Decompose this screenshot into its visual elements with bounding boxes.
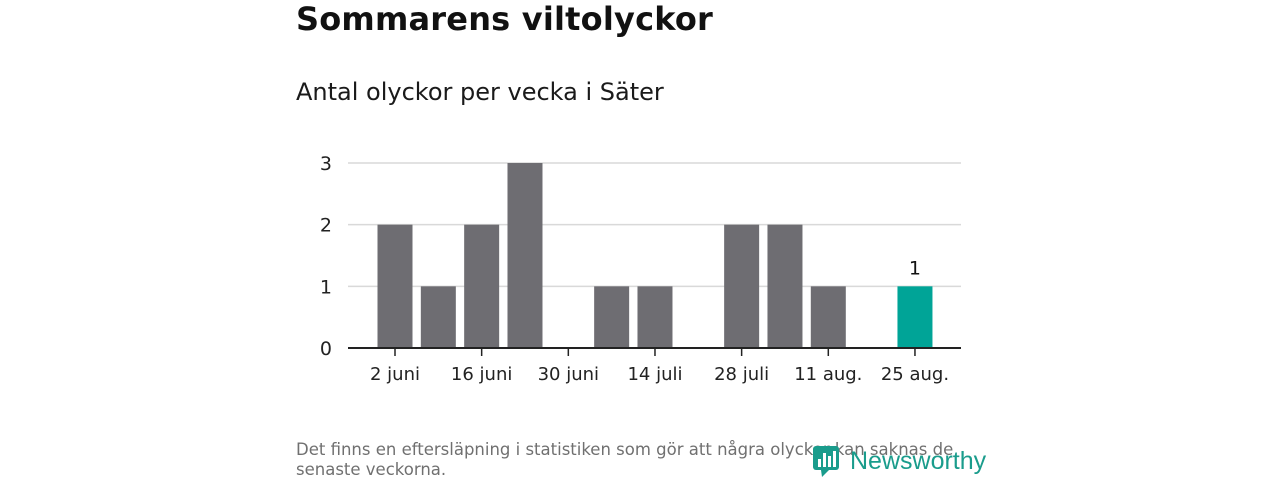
bar	[897, 286, 933, 348]
chart-subtitle: Antal olyckor per vecka i Säter	[296, 78, 664, 106]
bar	[420, 286, 456, 348]
newsworthy-logo-text: Newsworthy	[850, 446, 987, 475]
bar	[594, 286, 630, 348]
bar	[464, 224, 500, 348]
bar	[724, 224, 760, 348]
newsworthy-logo-icon	[813, 446, 839, 477]
bar-chart: 0 1 2 3 1 2 juni 16 juni 30 juni 14 juli 28 juli 1…	[320, 153, 961, 385]
y-tick-label: 2	[320, 215, 332, 237]
bar	[637, 286, 673, 348]
x-tick-label: 25 aug.	[881, 364, 949, 385]
bar	[377, 224, 413, 348]
x-tick-label: 30 juni	[538, 364, 599, 385]
data-label: 1	[909, 257, 921, 279]
y-tick-label: 3	[320, 153, 332, 175]
footnote: Det finns en eftersläpning i statistiken…	[296, 440, 954, 479]
bar	[767, 224, 803, 348]
bar	[507, 163, 543, 348]
y-tick-label: 1	[320, 276, 332, 298]
newsworthy-logo: Newsworthy	[812, 444, 986, 478]
x-tick-label: 14 juli	[627, 364, 682, 385]
x-tick-label: 16 juni	[451, 364, 512, 385]
y-tick-label: 0	[320, 338, 332, 360]
x-tick-label: 2 juni	[370, 364, 420, 385]
chart-title: Sommarens viltolyckor	[296, 0, 714, 38]
x-tick-label: 11 aug.	[794, 364, 862, 385]
x-tick-label: 28 juli	[714, 364, 769, 385]
bar	[810, 286, 846, 348]
